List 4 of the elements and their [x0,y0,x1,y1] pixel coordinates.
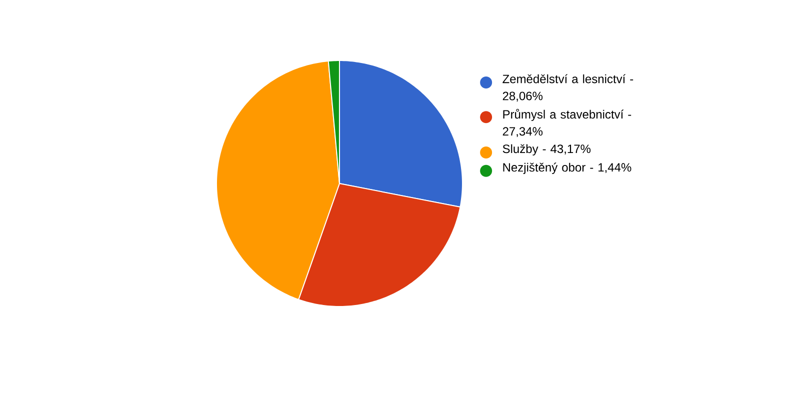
legend-label: Služby - 43,17% [502,144,591,156]
legend-label: Nezjištěný obor - 1,44% [503,162,632,174]
legend-label: Průmysl a stavebnictví - 27,34% [502,108,632,138]
legend-label: Zemědělství a lesnictví - 28,06% [502,74,634,102]
